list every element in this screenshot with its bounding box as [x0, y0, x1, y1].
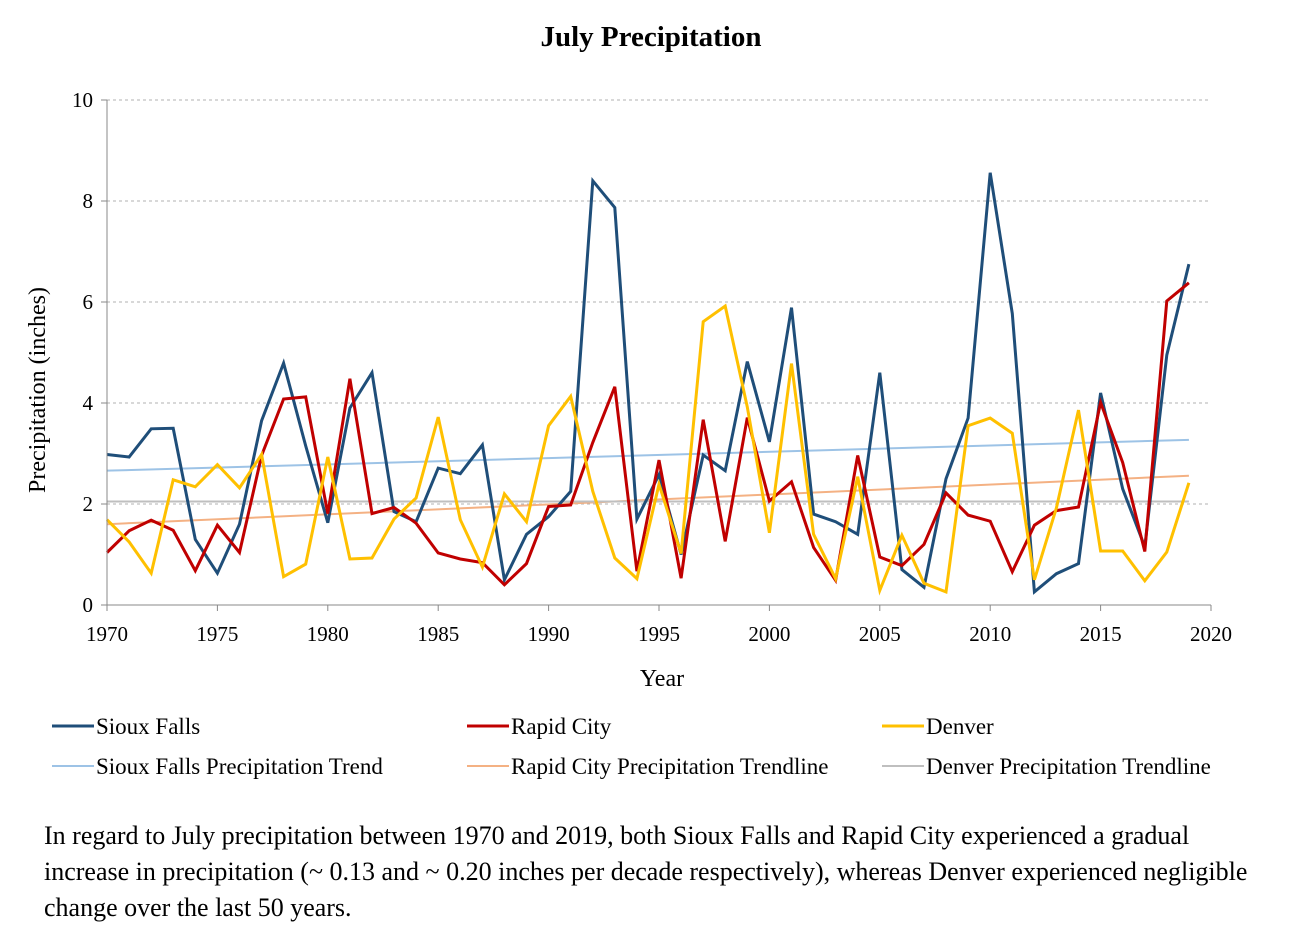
- legend: Sioux Falls Rapid City Denver Sioux Falls P…: [52, 714, 1211, 779]
- series-line: [106, 172, 1191, 595]
- x-tick-label: 1995: [638, 622, 680, 646]
- x-axis-label: Year: [640, 666, 684, 692]
- y-tick-label: 8: [83, 189, 94, 213]
- y-tick-label: 6: [83, 290, 94, 314]
- trendline: [106, 438, 1189, 472]
- axes: [101, 99, 1212, 611]
- y-tick-labels: 0 2 4 6 8 10: [72, 88, 94, 617]
- x-tick-label: 1970: [86, 622, 128, 646]
- x-tick-label: 2010: [969, 622, 1011, 646]
- legend-label: Denver: [926, 714, 994, 739]
- y-tick-label: 0: [83, 593, 94, 617]
- series-line: [105, 281, 1190, 587]
- data-series: [105, 172, 1191, 596]
- x-tick-labels: 1970 1975 1980 1985 1990 1995 2000 2005 2010 2015…: [86, 622, 1232, 646]
- legend-label: Denver Precipitation Trendline: [926, 754, 1211, 779]
- x-tick-label: 2005: [859, 622, 901, 646]
- legend-label: Rapid City Precipitation Trendline: [511, 754, 829, 779]
- y-axis-label: Precipitation (inches): [25, 287, 51, 493]
- x-tick-label: 2015: [1080, 622, 1122, 646]
- y-tick-label: 2: [83, 492, 94, 516]
- chart-title: July Precipitation: [541, 21, 762, 53]
- legend-label: Rapid City: [511, 714, 612, 739]
- y-tick-label: 10: [72, 88, 93, 112]
- x-tick-label: 1990: [528, 622, 570, 646]
- legend-label: Sioux Falls: [96, 714, 200, 739]
- y-tick-label: 4: [83, 391, 94, 415]
- x-tick-label: 1985: [417, 622, 459, 646]
- series-line: [105, 303, 1191, 596]
- x-tick-label: 1975: [196, 622, 238, 646]
- x-tick-label: 2020: [1190, 622, 1232, 646]
- caption-text: In regard to July precipitation between …: [44, 821, 1248, 922]
- x-tick-label: 2000: [748, 622, 790, 646]
- legend-label: Sioux Falls Precipitation Trend: [96, 754, 383, 779]
- x-tick-label: 1980: [307, 622, 349, 646]
